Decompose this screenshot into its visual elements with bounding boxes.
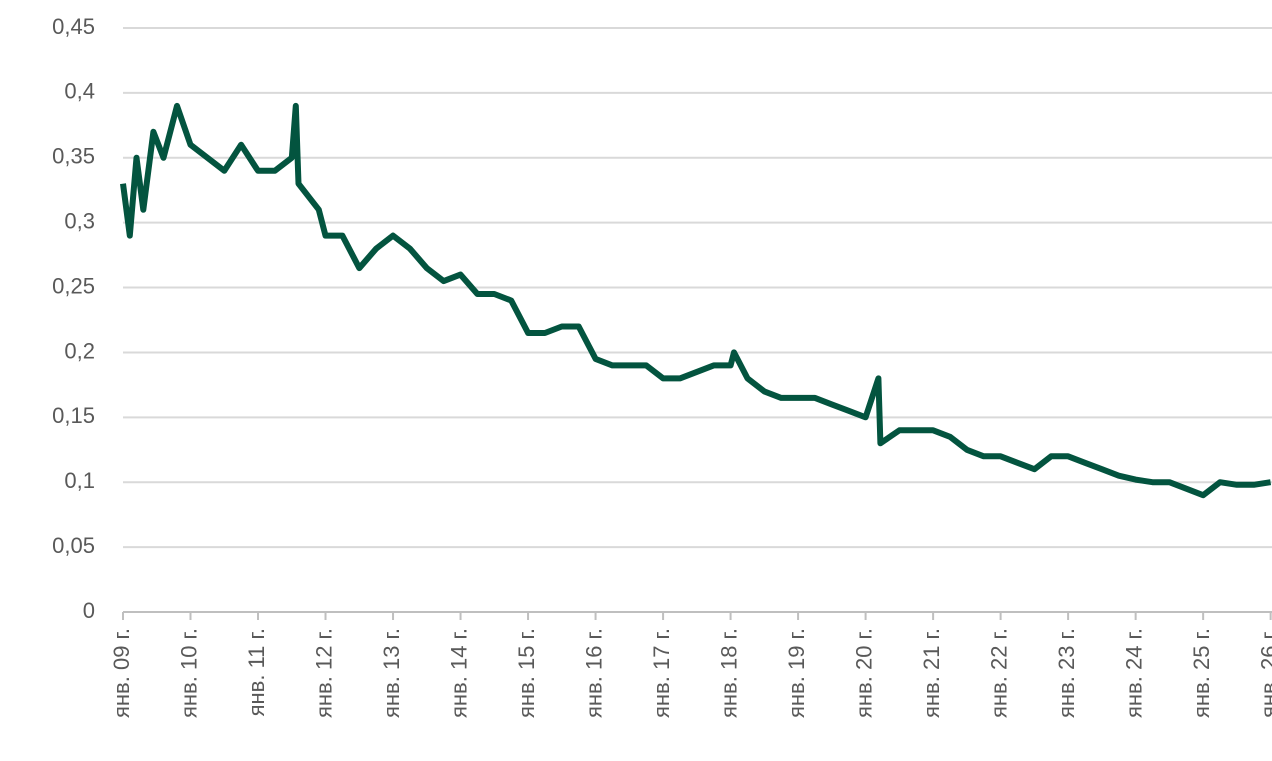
- x-tick-label: янв. 15 г.: [514, 628, 539, 718]
- y-tick-label: 0,1: [64, 468, 95, 493]
- x-tick-label: янв. 19 г.: [784, 628, 809, 718]
- y-tick-label: 0,25: [52, 273, 95, 298]
- x-tick-label: янв. 16 г.: [581, 628, 606, 718]
- x-tick-label: янв. 25 г.: [1189, 628, 1214, 718]
- y-tick-label: 0: [83, 598, 95, 623]
- x-tick-label: янв. 21 г.: [919, 628, 944, 718]
- y-tick-label: 0,15: [52, 403, 95, 428]
- x-tick-label: янв. 17 г.: [649, 628, 674, 718]
- x-tick-label: янв. 20 г.: [851, 628, 876, 718]
- x-tick-label: янв. 26 г.: [1256, 628, 1272, 718]
- x-tick-label: янв. 09 г.: [109, 628, 134, 718]
- y-tick-label: 0,3: [64, 208, 95, 233]
- x-tick-label: янв. 11 г.: [244, 628, 269, 716]
- x-tick-label: янв. 23 г.: [1054, 628, 1079, 718]
- x-tick-label: янв. 10 г.: [176, 628, 201, 718]
- x-tick-label: янв. 24 г.: [1121, 628, 1146, 718]
- x-tick-label: янв. 14 г.: [446, 628, 471, 718]
- y-tick-label: 0,35: [52, 144, 95, 169]
- x-tick-label: янв. 22 г.: [986, 628, 1011, 718]
- y-tick-label: 0,45: [52, 14, 95, 39]
- x-tick-label: янв. 12 г.: [311, 628, 336, 718]
- series-line: [120, 102, 1272, 499]
- y-tick-label: 0,4: [64, 79, 95, 104]
- y-tick-label: 0,2: [64, 338, 95, 363]
- x-tick-label: янв. 18 г.: [716, 628, 741, 718]
- x-tick-label: янв. 13 г.: [379, 628, 404, 718]
- y-tick-label: 0,05: [52, 533, 95, 558]
